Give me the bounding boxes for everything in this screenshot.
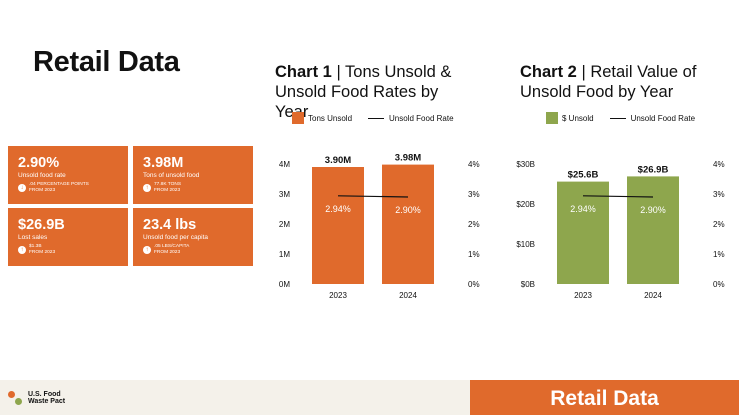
page-title: Retail Data <box>33 46 180 78</box>
legend-line-rate <box>609 117 626 119</box>
chart1-y2-tick: 4% <box>468 160 480 169</box>
stats-grid: 2.90% Unsold food rate ↓ .04 PERCENTAGE P… <box>8 146 254 266</box>
chart2-bar <box>557 181 609 284</box>
chart1-y-tick: 1M <box>279 250 290 259</box>
chart1-y-tick: 2M <box>279 220 290 229</box>
stat-change: 77.8K TONS <box>154 182 182 187</box>
chart1-x-tick: 2023 <box>329 291 347 300</box>
arrow-up-icon: ↑ <box>143 246 151 254</box>
chart1-y-tick: 3M <box>279 190 290 199</box>
chart1-y-tick: 4M <box>279 160 290 169</box>
chart1-bar <box>312 167 364 284</box>
legend-swatch-dollars <box>546 112 558 124</box>
chart2-y2-tick: 2% <box>713 220 725 229</box>
chart2-x-tick: 2024 <box>644 291 662 300</box>
chart1-x-tick: 2024 <box>399 291 417 300</box>
stat-change: $1.3B <box>29 244 42 249</box>
chart1-y-tick: 0M <box>279 280 290 289</box>
chart2-bar <box>627 176 679 284</box>
chart2-bar-label: $26.9B <box>638 164 669 175</box>
chart1-rate-line <box>337 195 409 198</box>
chart2-line-label: 2.94% <box>570 204 596 214</box>
chart1-heading-prefix: Chart 1 <box>275 63 332 81</box>
logo-line2: Waste Pact <box>28 398 66 405</box>
stat-card-per-capita: 23.4 lbs Unsold food per capita ↑ .05 LBS… <box>133 208 253 266</box>
chart1-heading-title: | Tons Unsold & Unsold Food Rates by Yea… <box>275 63 452 121</box>
legend-line-rate <box>368 117 385 119</box>
chart1-bar <box>382 164 434 284</box>
chart1-y2-tick: 1% <box>468 250 480 259</box>
stat-label: Tons of unsold food <box>143 172 200 179</box>
footer-banner: Retail Data <box>470 380 739 415</box>
stat-value: 23.4 lbs <box>143 217 197 233</box>
arrow-up-icon: ↑ <box>143 184 151 192</box>
chart1-heading: Chart 1 | Tons Unsold & Unsold Food Rate… <box>275 62 475 122</box>
chart2-rate-line <box>582 195 654 198</box>
chart2-heading-title: | Retail Value of Unsold Food by Year <box>520 63 697 101</box>
legend-label-tons: Tons Unsold <box>308 113 353 123</box>
chart2-y-tick: $0B <box>521 280 535 289</box>
chart2-y2-tick: 0% <box>713 280 725 289</box>
chart2-y-tick: $20B <box>516 200 535 209</box>
chart2-bar-label: $25.6B <box>568 170 599 181</box>
arrow-down-icon: ↓ <box>18 184 26 192</box>
stat-label: Unsold food per capita <box>143 234 209 241</box>
chart1-bar-label: 3.98M <box>395 153 421 164</box>
stat-value: 2.90% <box>18 155 60 171</box>
stat-value: 3.98M <box>143 155 184 171</box>
stat-card-lost-sales: $26.9B Lost sales ↑ $1.3B FROM 2023 <box>8 208 128 266</box>
logo-line1: U.S. Food <box>28 391 61 398</box>
stat-period: FROM 2023 <box>29 250 56 255</box>
arrow-up-icon: ↑ <box>18 246 26 254</box>
chart1-y2-tick: 0% <box>468 280 480 289</box>
chart1-y2-tick: 3% <box>468 190 480 199</box>
chart2-x-tick: 2023 <box>574 291 592 300</box>
chart2-y2-tick: 3% <box>713 190 725 199</box>
chart1-bar-label: 3.90M <box>325 155 351 166</box>
stat-change: .04 PERCENTAGE POINTS <box>29 182 89 187</box>
chart2-y-tick: $10B <box>516 240 535 249</box>
chart2-line-label: 2.90% <box>640 205 666 215</box>
chart2-plot: $0B $10B $20B $30B 0% 1% 2% 3% 4% $25.6B 2023 2.94%… <box>516 160 725 300</box>
footer-logo: U.S. Food Waste Pact <box>8 391 65 405</box>
legend-label-dollars: $ Unsold <box>562 113 594 123</box>
chart1-plot: 0M 1M 2M 3M 4M 0% 1% 2% 3% 4% 3.90M 2023 2.94% 3.98M 2… <box>279 153 480 300</box>
stat-label: Lost sales <box>18 234 48 241</box>
legend-label-rate: Unsold Food Rate <box>389 113 454 123</box>
chart2-y2-tick: 1% <box>713 250 725 259</box>
legend-label-rate: Unsold Food Rate <box>630 113 696 123</box>
stat-period: FROM 2023 <box>154 188 181 193</box>
chart2-legend: $ Unsold Unsold Food Rate <box>546 112 695 124</box>
logo-icon <box>8 391 22 405</box>
chart1-y2-tick: 2% <box>468 220 480 229</box>
chart2-heading: Chart 2 | Retail Value of Unsold Food by… <box>520 62 720 102</box>
chart1-line-label: 2.94% <box>325 204 351 214</box>
chart2-y2-tick: 4% <box>713 160 725 169</box>
stat-value: $26.9B <box>18 217 65 233</box>
chart1-line-label: 2.90% <box>395 205 421 215</box>
stat-card-tons: 3.98M Tons of unsold food ↑ 77.8K TONS FRO… <box>133 146 253 204</box>
chart1-legend: Tons Unsold Unsold Food Rate <box>292 112 454 124</box>
chart2-y-tick: $30B <box>516 160 535 169</box>
stat-label: Unsold food rate <box>18 172 66 179</box>
legend-swatch-tons <box>292 112 304 124</box>
stat-period: FROM 2023 <box>29 188 56 193</box>
stat-change: .05 LBS/CAPITA <box>154 244 190 249</box>
stat-card-unsold-rate: 2.90% Unsold food rate ↓ .04 PERCENTAGE P… <box>8 146 128 204</box>
stat-period: FROM 2023 <box>154 250 181 255</box>
chart2-heading-prefix: Chart 2 <box>520 63 577 81</box>
